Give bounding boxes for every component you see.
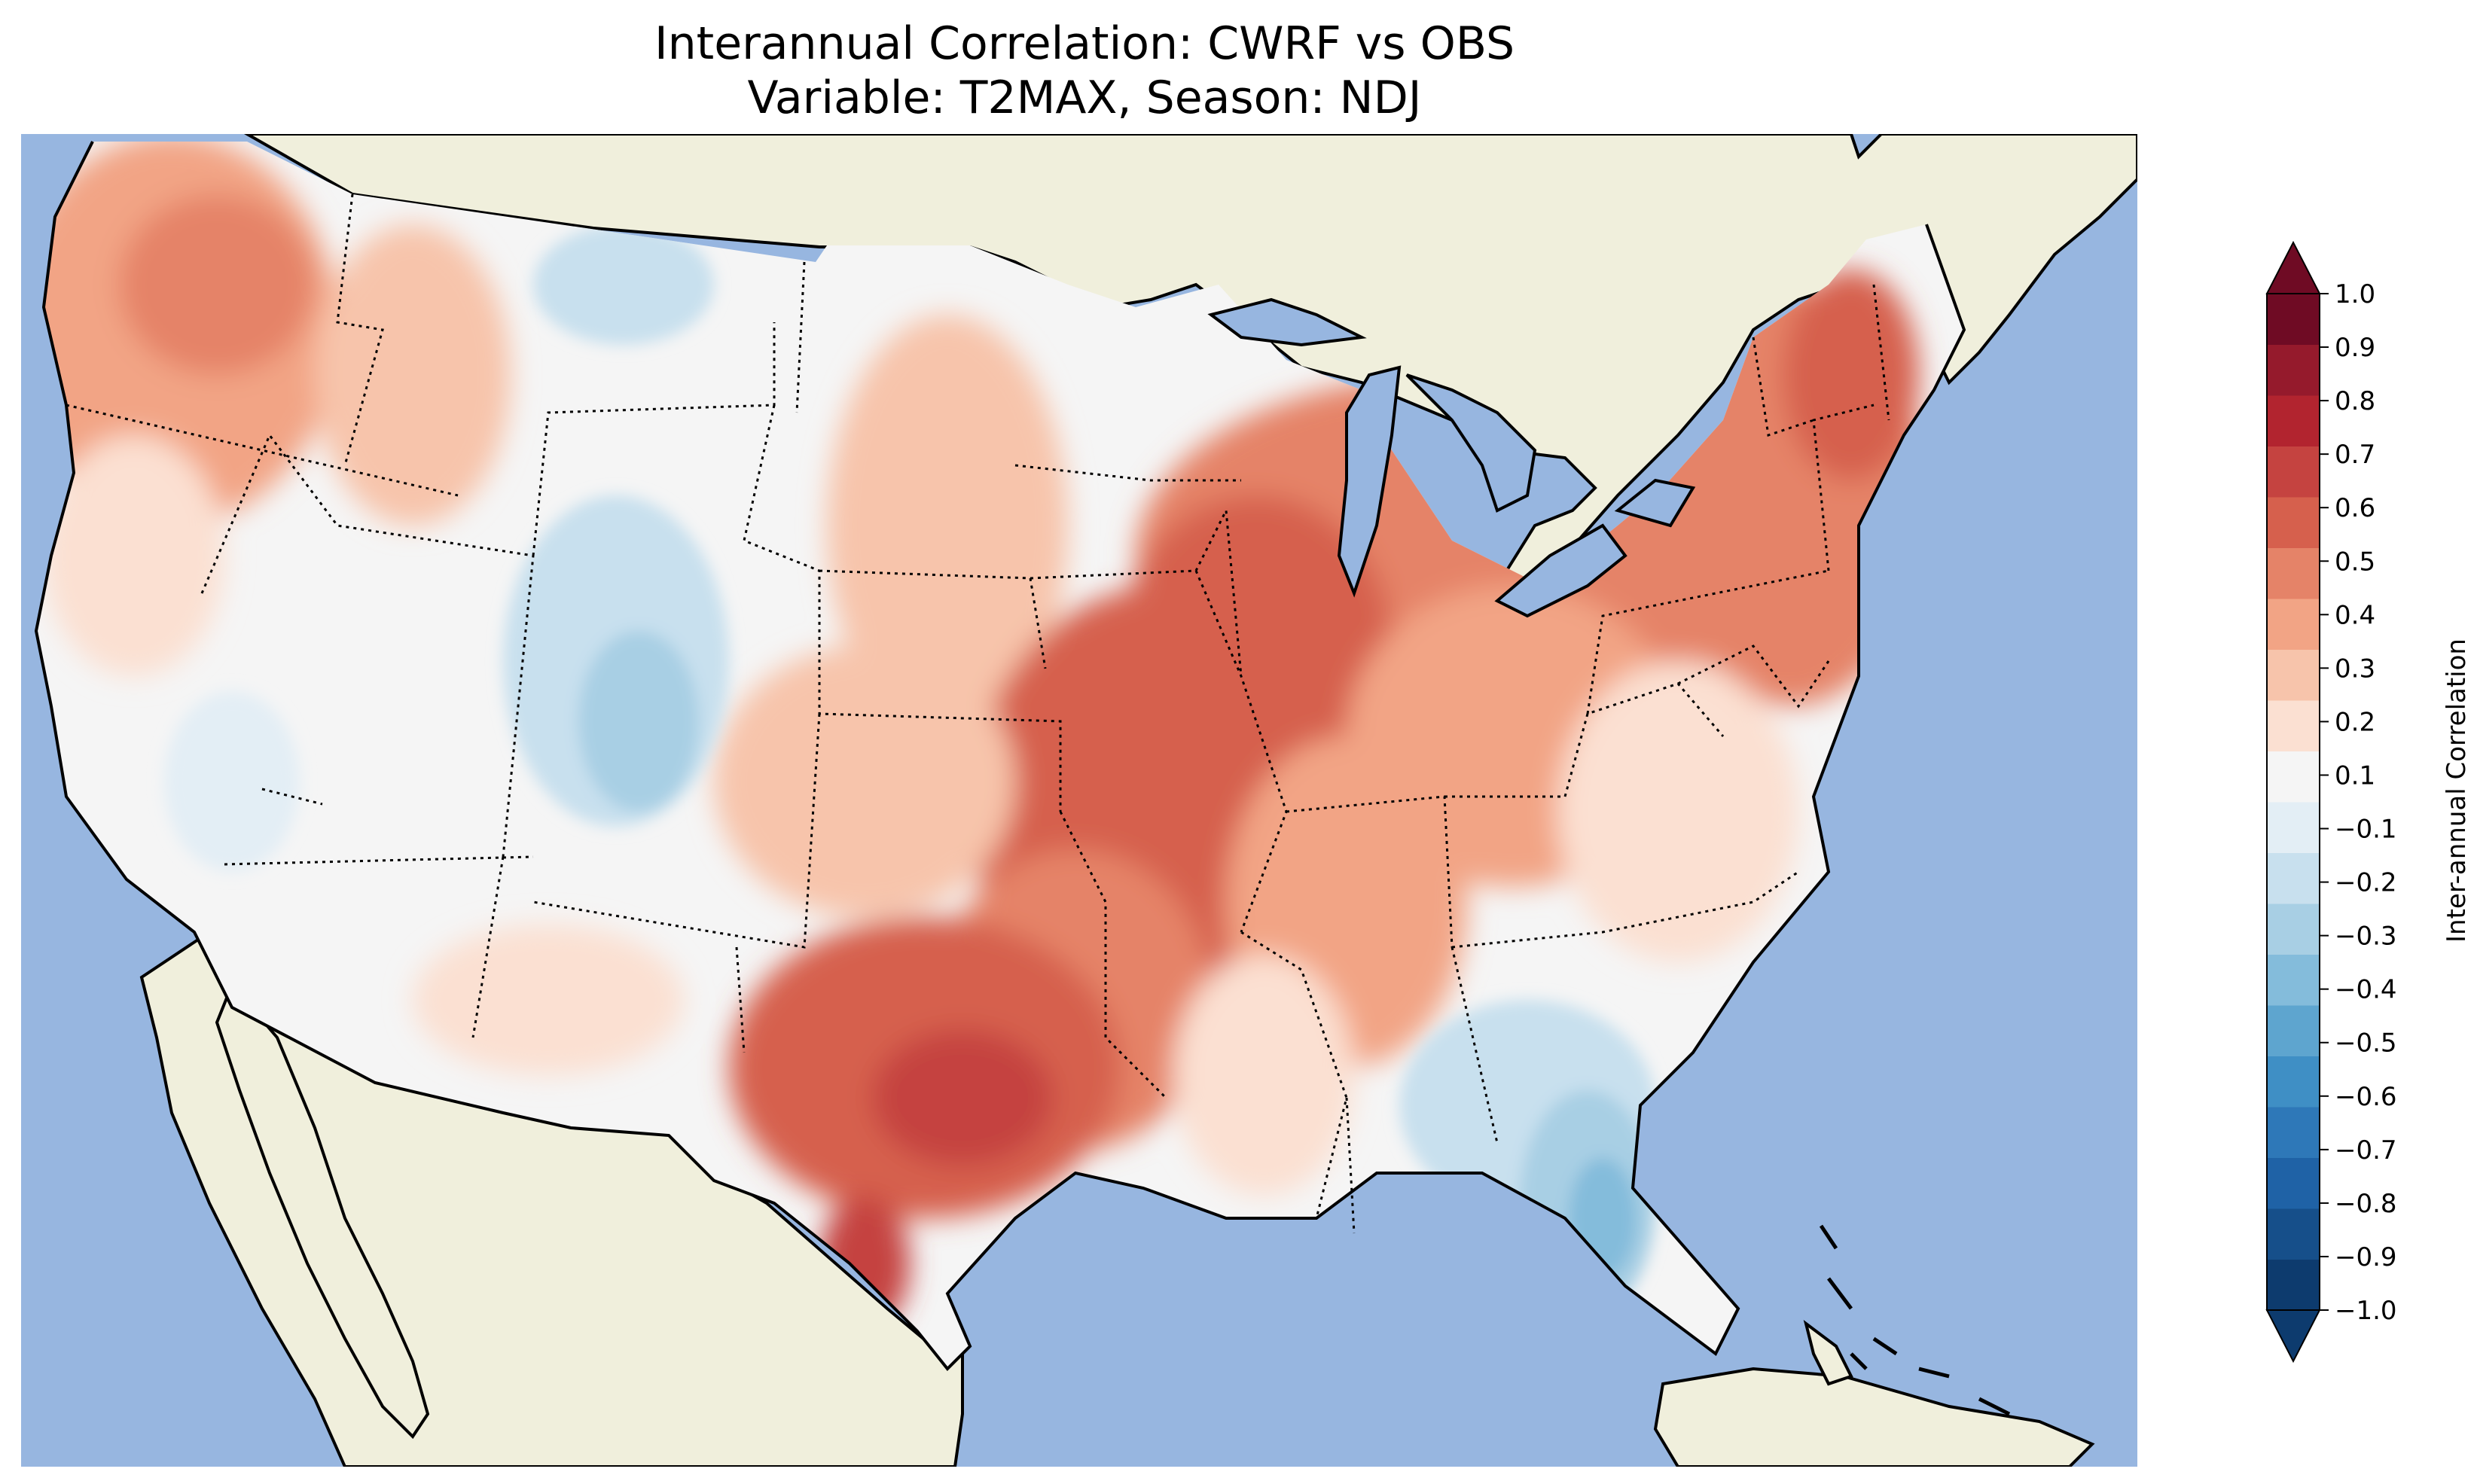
colorbar-axis-label: Inter-annual Correlation <box>2442 638 2472 943</box>
colorbar-block <box>2267 344 2320 396</box>
colorbar-tick-label: −0.5 <box>2335 1028 2397 1059</box>
colorbar-tick-label: −0.8 <box>2335 1189 2397 1219</box>
colorbar-tick-label: −0.7 <box>2335 1135 2397 1166</box>
colorbar-tick-label: −0.3 <box>2335 922 2397 952</box>
colorbar-block <box>2267 649 2320 701</box>
colorbar-tick-label: 0.5 <box>2335 547 2375 577</box>
colorbar-tick-label: 0.3 <box>2335 654 2375 684</box>
colorbar-block <box>2267 294 2320 345</box>
chart-title-line-2: Variable: T2MAX, Season: NDJ <box>747 72 1422 124</box>
colorbar-frame <box>2266 293 2320 1311</box>
colorbar-tick-label: 1.0 <box>2335 279 2375 309</box>
bermuda-like-island <box>1803 1320 1853 1386</box>
colorbar-block <box>2267 446 2320 498</box>
colorbar-block <box>2267 497 2320 548</box>
cuba-land <box>1653 1367 2095 1468</box>
chart-title-line-1: Interannual Correlation: CWRF vs OBS <box>654 17 1515 70</box>
colorbar-tick-label: 0.6 <box>2335 493 2375 523</box>
colorbar-blocks <box>2267 294 2320 1311</box>
colorbar-tick-label: −0.2 <box>2335 868 2397 898</box>
colorbar-block <box>2267 1208 2320 1260</box>
colorbar-extend-top <box>2265 240 2321 294</box>
colorbar-tick-label: 0.4 <box>2335 600 2375 630</box>
colorbar-tick-label: 0.8 <box>2335 386 2375 416</box>
colorbar-block <box>2267 599 2320 650</box>
map-panel <box>21 133 2139 1468</box>
correlation-field <box>36 142 1926 1331</box>
colorbar-block <box>2267 395 2320 446</box>
colorbar-tick-label: 0.1 <box>2335 760 2375 791</box>
colorbar-tick-label: −0.6 <box>2335 1082 2397 1112</box>
colorbar-block <box>2267 547 2320 599</box>
bahamas-islands <box>1819 1224 2011 1416</box>
colorbar-tick-label: 0.7 <box>2335 440 2375 470</box>
colorbar-tick-label: −0.1 <box>2335 815 2397 845</box>
colorbar-block <box>2267 802 2320 853</box>
colorbar-tick-label: −1.0 <box>2335 1296 2397 1326</box>
colorbar-ticks: −1.0 −0.9 −0.8 −0.7 −0.6 −0.5 −0.4 −0.3 −0.2 −0.1… <box>2320 279 2397 1326</box>
colorbar-block <box>2267 904 2320 955</box>
colorbar-block <box>2267 852 2320 904</box>
colorbar-block <box>2267 1005 2320 1056</box>
colorbar-block <box>2267 700 2320 751</box>
colorbar-block <box>2267 954 2320 1006</box>
colorbar-tick-label: 0.2 <box>2335 707 2375 737</box>
great-lakes <box>1207 297 1696 618</box>
colorbar-tick-label: −0.9 <box>2335 1242 2397 1272</box>
colorbar-block <box>2267 1157 2320 1209</box>
colorbar-block <box>2267 1107 2320 1158</box>
colorbar-block <box>2267 1056 2320 1108</box>
colorbar-block <box>2267 1259 2320 1311</box>
baja-land <box>215 982 430 1440</box>
us-coastline <box>34 141 1966 1371</box>
state-borders <box>66 193 1890 1234</box>
colorbar-block <box>2267 751 2320 803</box>
colorbar-extend-bottom <box>2265 1309 2321 1364</box>
colorbar: −1.0 −0.9 −0.8 −0.7 −0.6 −0.5 −0.4 −0.3 −0.2 −0.1… <box>2265 240 2397 1364</box>
map-svg <box>21 133 2139 1468</box>
colorbar-tick-label: −0.4 <box>2335 975 2397 1005</box>
colorbar-tick-label: 0.9 <box>2335 333 2375 363</box>
